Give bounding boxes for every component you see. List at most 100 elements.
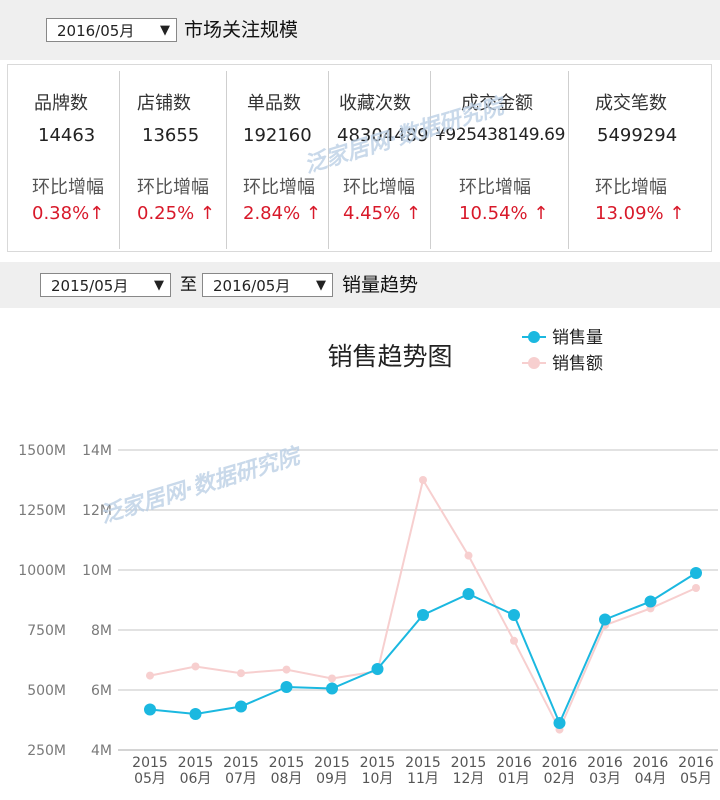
divider [226, 71, 227, 249]
volume-point [462, 588, 475, 600]
stat-orders: 成交笔数 5499294 环比增幅 13.09% ↑ [569, 65, 711, 251]
range-connector: 至 [180, 275, 197, 295]
month-select-value: 2016/05月 [57, 22, 135, 40]
x-tick-label: 2015 09月 [314, 755, 350, 787]
volume-point [280, 681, 293, 693]
start-month-select[interactable]: 2015/05月 ▼ [40, 273, 171, 297]
divider [568, 71, 569, 249]
left-axis-tick-label: 1000M [18, 563, 66, 579]
volume-point [371, 663, 384, 675]
stat-brands: 品牌数 14463 环比增幅 0.38%↑ [8, 65, 119, 251]
sales-trend-chart: 销售趋势图 1500M 14M 1250M 12M 1000M 10M 750M 8M 500M… [18, 328, 718, 787]
trend-title: 销量趋势 [342, 274, 419, 296]
left-axis-tick-label: 500M [27, 683, 66, 699]
dropdown-arrow-icon: ▼ [154, 278, 164, 293]
right-axis-tick-label: 8M [91, 623, 112, 639]
stat-shops: 店铺数 13655 环比增幅 0.25% ↑ [120, 65, 226, 251]
end-month-value: 2016/05月 [213, 277, 291, 295]
stat-change: 2.84% ↑ [243, 203, 321, 224]
legend-label: 销售额 [552, 354, 603, 374]
amount-point [328, 674, 336, 683]
amount-point [510, 636, 518, 645]
stat-change: 10.54% ↑ [459, 203, 549, 224]
volume-point [326, 682, 338, 695]
chart-title: 销售趋势图 [327, 342, 452, 371]
stat-change-label: 环比增幅 [595, 177, 667, 198]
stat-gmv: 成交金额 ¥925438149.69 环比增幅 10.54% ↑ [431, 65, 568, 251]
x-tick-label: 2015 08月 [269, 755, 305, 787]
amount-series-line [149, 477, 697, 732]
right-axis-tick-label: 6M [91, 683, 112, 699]
volume-point [235, 700, 247, 713]
amount-point [237, 669, 245, 678]
stat-value: 48304489 [337, 125, 429, 146]
stats-panel: 品牌数 14463 环比增幅 0.38%↑ 店铺数 13655 环比增幅 0.2… [7, 64, 712, 252]
stat-label: 单品数 [247, 93, 301, 114]
volume-point [508, 609, 520, 621]
stat-label: 收藏次数 [339, 93, 411, 114]
x-tick-label: 2015 12月 [451, 755, 487, 787]
amount-point [419, 476, 427, 484]
x-tick-label: 2015 06月 [178, 755, 214, 787]
volume-point [553, 717, 566, 729]
x-tick-label: 2016 03月 [587, 755, 623, 787]
stat-value: 5499294 [597, 125, 678, 146]
amount-point [191, 662, 200, 671]
stat-change: 0.25% ↑ [137, 203, 215, 224]
stat-favorites: 收藏次数 48304489 环比增幅 4.45% ↑ [329, 65, 430, 251]
x-tick-label: 2016 04月 [633, 755, 669, 787]
right-axis-tick-label: 10M [82, 563, 112, 579]
stat-change: 13.09% ↑ [595, 203, 685, 224]
start-month-value: 2015/05月 [51, 277, 129, 295]
right-axis-tick-label: 12M [82, 503, 112, 519]
stat-value: 13655 [142, 125, 200, 146]
left-axis-tick-label: 750M [27, 623, 66, 639]
stat-change-label: 环比增幅 [343, 177, 415, 198]
market-scale-header: 2016/05月 ▼ 市场关注规模 [0, 0, 720, 60]
trend-header: 2015/05月 ▼ 至 2016/05月 ▼ 销量趋势 [0, 262, 720, 308]
stat-label: 成交金额 [461, 93, 533, 114]
stat-change-label: 环比增幅 [32, 177, 104, 198]
section-title: 市场关注规模 [184, 19, 299, 41]
x-tick-label: 2016 01月 [496, 755, 532, 787]
x-tick-label: 2015 07月 [223, 755, 259, 787]
volume-legend-marker [528, 331, 540, 343]
volume-point [417, 609, 429, 621]
stat-value: ¥925438149.69 [435, 125, 565, 145]
month-select[interactable]: 2016/05月 ▼ [46, 18, 177, 42]
stat-value: 192160 [243, 125, 312, 146]
volume-point [144, 703, 156, 716]
left-axis-tick-label: 1500M [18, 443, 66, 459]
left-axis-tick-label: 1250M [18, 503, 66, 519]
stat-label: 店铺数 [137, 93, 191, 114]
stat-change: 0.38%↑ [32, 203, 105, 224]
x-tick-label: 2016 02月 [542, 755, 578, 787]
amount-point [282, 665, 291, 674]
amount-point [464, 551, 473, 560]
x-tick-label: 2015 10月 [360, 755, 396, 787]
amount-point [146, 671, 154, 680]
legend-label: 销售量 [552, 328, 603, 348]
volume-point [690, 567, 702, 579]
stat-label: 品牌数 [34, 93, 88, 114]
right-axis-tick-label: 4M [91, 743, 112, 759]
x-tick-label: 2016 05月 [678, 755, 714, 787]
amount-legend-marker [528, 357, 540, 369]
stat-label: 成交笔数 [595, 93, 667, 114]
stat-change-label: 环比增幅 [459, 177, 531, 198]
amount-point [692, 584, 700, 592]
end-month-select[interactable]: 2016/05月 ▼ [202, 273, 333, 297]
volume-point [644, 595, 657, 608]
x-tick-label: 2015 05月 [132, 755, 168, 787]
dropdown-arrow-icon: ▼ [316, 278, 326, 293]
right-axis-tick-label: 14M [82, 443, 112, 459]
volume-point [599, 613, 611, 626]
dropdown-arrow-icon: ▼ [160, 23, 170, 38]
stat-change-label: 环比增幅 [243, 177, 315, 198]
divider [328, 71, 329, 249]
divider [119, 71, 120, 249]
stat-value: 14463 [38, 125, 96, 146]
volume-series-line [149, 572, 697, 726]
stat-change-label: 环比增幅 [137, 177, 209, 198]
divider [430, 71, 431, 249]
